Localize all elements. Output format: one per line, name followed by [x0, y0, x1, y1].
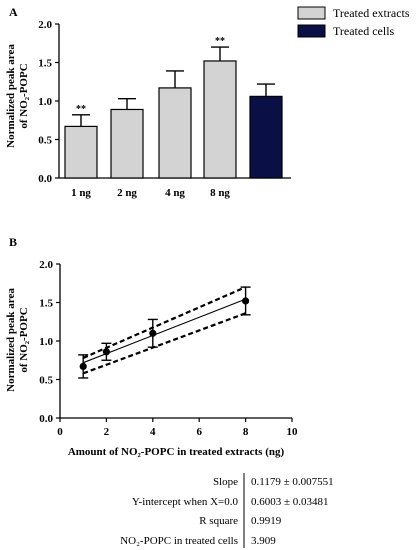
stats-row-value: 0.9919 — [251, 515, 282, 527]
stats-row-label: R square — [199, 515, 238, 527]
bar-chart-ylabel-line2: of NO₂-POPC — [18, 63, 30, 128]
bar-chart-x-tick-label: 1 ng — [71, 187, 91, 199]
calibration-chart-xlabel: Amount of NO₂-POPC in treated extracts (… — [68, 446, 285, 458]
data-point — [102, 348, 110, 356]
bar-chart-y-tick-label: 2.0 — [38, 19, 52, 31]
bar-chart-x-tick-label: 4 ng — [165, 187, 185, 199]
calibration-chart-x-tick-label: 0 — [57, 426, 63, 438]
calibration-chart-ylabel-line2: of NO₂-POPC — [18, 307, 30, 372]
legend-label-treated-cells: Treated cells — [333, 24, 395, 38]
calibration-chart: 0.0 0.5 1.0 1.5 2.0 0 2 4 6 8 10 Normalized peak a… — [5, 259, 298, 458]
calibration-chart-ylabel-line1: Normalized peak area — [5, 288, 17, 392]
significance-marker: ** — [76, 104, 86, 115]
legend-swatch-treated-cells — [297, 24, 326, 38]
bar-chart-y-tick-label: 0.0 — [38, 173, 52, 185]
legend: Treated extracts Treated cells — [297, 6, 410, 38]
calibration-chart-y-tick-label: 2.0 — [39, 259, 53, 271]
calibration-chart-marks — [78, 286, 251, 379]
calibration-chart-x-tick-label: 4 — [150, 426, 156, 438]
calibration-chart-axes — [56, 263, 293, 422]
bar-chart-ylabel-line1: Normalized peak area — [5, 44, 17, 148]
bar — [110, 108, 144, 179]
calibration-chart-x-tick-label: 2 — [104, 426, 110, 438]
bar-chart-bars: ** ** — [64, 36, 283, 179]
calibration-chart-x-tick-label: 6 — [196, 426, 202, 438]
calibration-chart-y-tick-label: 0.0 — [39, 413, 53, 425]
stats-row-value: 3.909 — [251, 535, 276, 547]
calibration-chart-x-tick-label: 8 — [243, 426, 249, 438]
data-point — [149, 329, 157, 337]
bar-chart-x-tick-label: 8 ng — [210, 187, 230, 199]
panel-b-label: B — [9, 235, 17, 249]
bar — [249, 95, 283, 179]
bar — [64, 125, 98, 179]
bar-chart-tick-labels: 0.0 0.5 1.0 1.5 2.0 1 ng 2 ng 4 ng 8 ng — [38, 19, 230, 199]
legend-label-treated-extracts: Treated extracts — [333, 6, 410, 20]
calibration-chart-y-tick-label: 1.0 — [39, 336, 53, 348]
confidence-band-upper — [82, 286, 247, 359]
significance-marker: ** — [215, 36, 225, 47]
bar-chart-y-tick-label: 0.5 — [38, 135, 52, 147]
data-point — [242, 297, 250, 305]
stats-table: Slope 0.1179 ± 0.007551 Y-intercept when… — [120, 473, 334, 548]
bar-chart-x-tick-label: 2 ng — [117, 187, 137, 199]
calibration-chart-x-tick-label: 10 — [287, 426, 299, 438]
bar — [203, 60, 237, 179]
bar-chart: ** ** 0.0 0.5 1.0 1.5 2.0 1 ng 2 ng 4 ng 8 ng Nor… — [5, 19, 291, 199]
panel-a-label: A — [9, 5, 18, 19]
stats-row-value: 0.1179 ± 0.007551 — [251, 476, 334, 488]
bar — [158, 87, 192, 179]
data-point — [79, 362, 87, 371]
calibration-chart-y-tick-label: 1.5 — [39, 298, 53, 310]
stats-row-label: Slope — [213, 476, 238, 488]
bar-chart-y-tick-label: 1.0 — [38, 96, 52, 108]
stats-row-label: NO₂-POPC in treated cells — [120, 535, 238, 547]
calibration-chart-tick-labels: 0.0 0.5 1.0 1.5 2.0 0 2 4 6 8 10 — [39, 259, 298, 438]
confidence-band-lower — [82, 312, 246, 375]
stats-row-value: 0.6003 ± 0.03481 — [251, 496, 329, 508]
legend-swatch-treated-extracts — [297, 6, 326, 20]
calibration-chart-y-tick-label: 0.5 — [39, 375, 53, 387]
regression-line — [82, 298, 246, 364]
stats-row-label: Y-intercept when X=0.0 — [132, 496, 239, 508]
bar-chart-y-tick-label: 1.5 — [38, 58, 52, 70]
